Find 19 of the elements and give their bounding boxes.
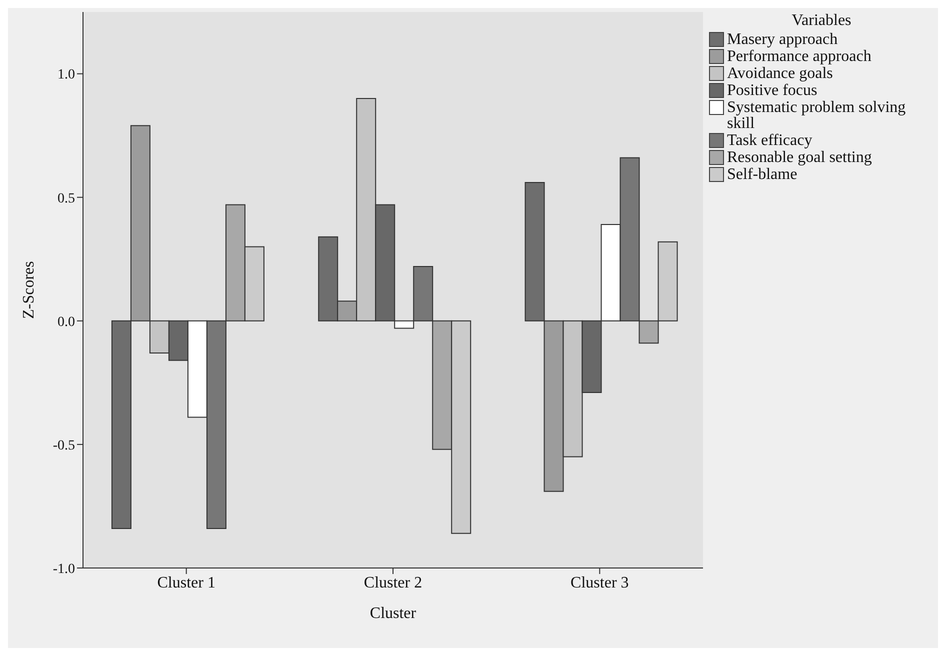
- x-axis-title: Cluster: [370, 605, 417, 622]
- legend-label: Self-blame: [727, 166, 798, 183]
- x-tick-label: Cluster 2: [364, 574, 422, 592]
- legend-label: Task efficacy: [727, 132, 812, 149]
- legend-title: Variables: [790, 12, 852, 30]
- legend-label: Resonable goal setting: [727, 149, 872, 166]
- y-tick-label: -0.5: [52, 438, 75, 454]
- legend-label: Performance approach: [727, 48, 872, 65]
- legend-label: Positive focus: [727, 82, 818, 99]
- legend-label: Masery approach: [727, 31, 838, 48]
- x-tick-label: Cluster 1: [157, 574, 216, 592]
- legend-label: Systematic problem solving skill: [727, 99, 907, 132]
- legend-label: Avoidance goals: [727, 65, 833, 82]
- y-axis-title: Z-Scores: [20, 261, 38, 319]
- y-tick-label: 0.0: [58, 314, 75, 330]
- y-tick-label: 0.5: [58, 191, 75, 206]
- y-tick-label: 1.0: [58, 68, 75, 83]
- x-tick-label: Cluster 3: [570, 574, 629, 592]
- y-tick-label: -1.0: [52, 562, 75, 577]
